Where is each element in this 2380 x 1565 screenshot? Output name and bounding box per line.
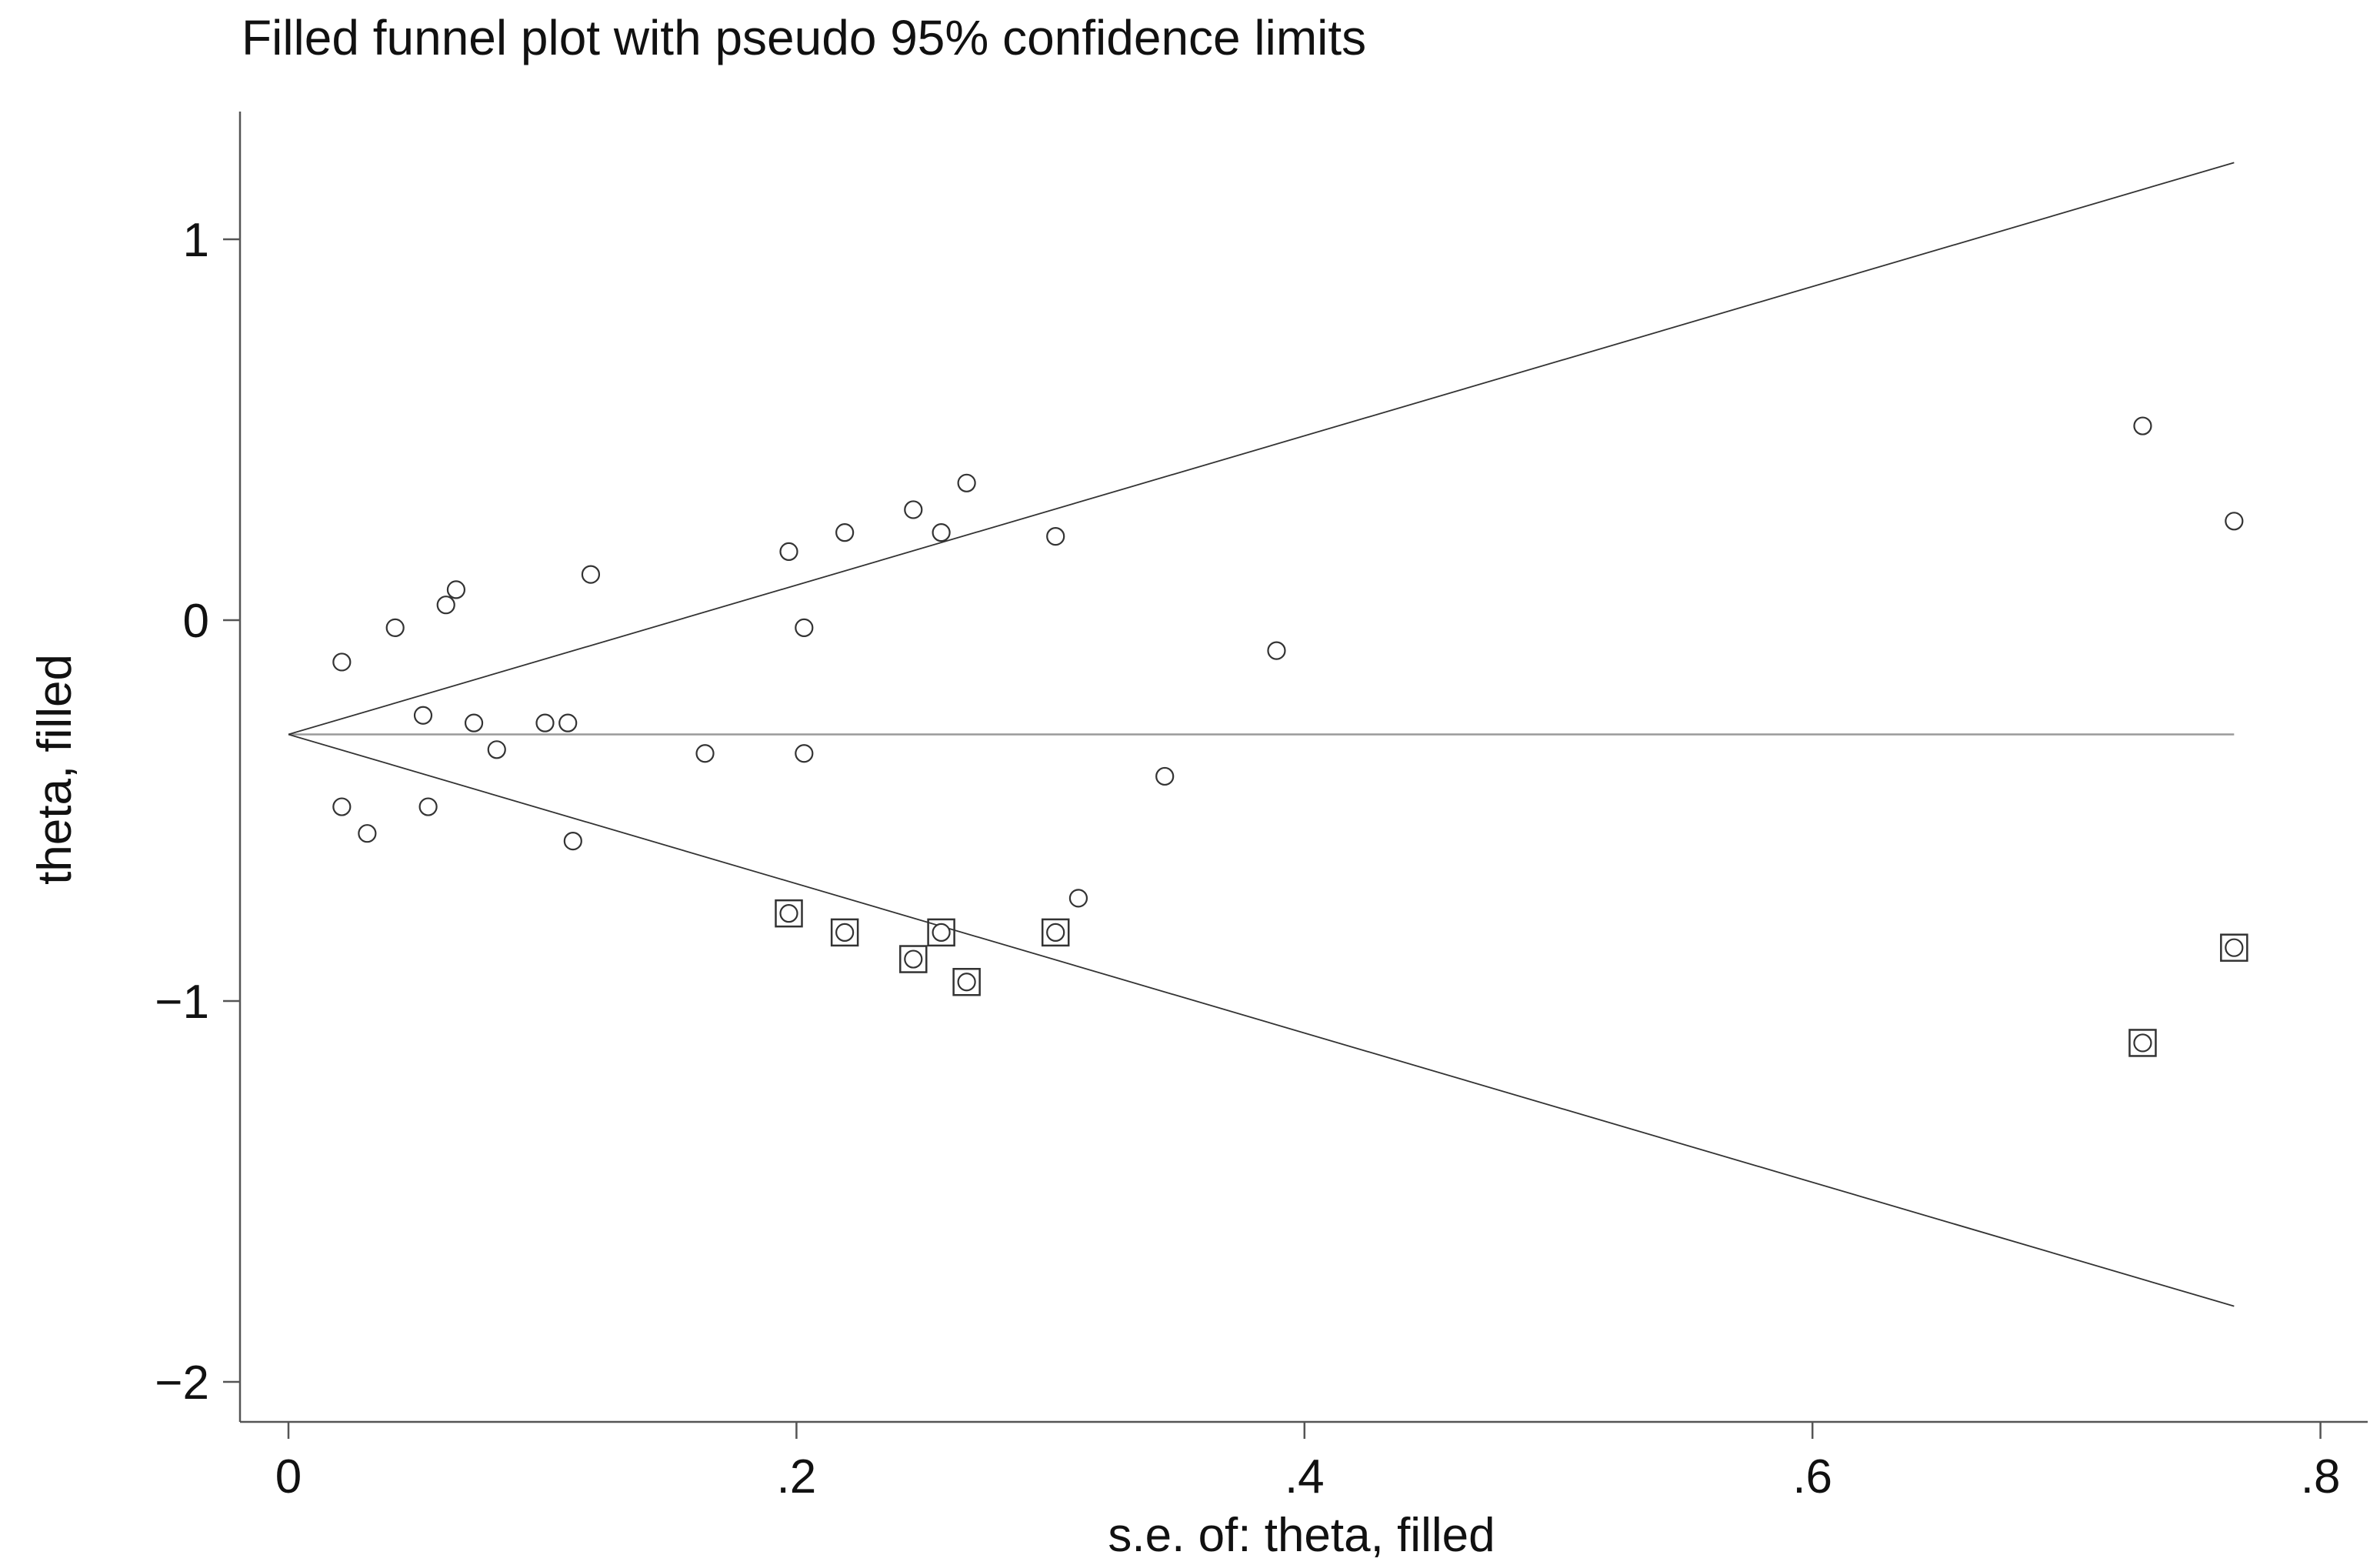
study-circle-marker [413, 706, 433, 725]
study-circle-marker [581, 565, 601, 584]
study-circle-marker [932, 523, 951, 542]
chart-title: Filled funnel plot with pseudo 95% confi… [242, 10, 1367, 65]
filled-study-square-marker [2220, 933, 2248, 962]
axis-labels: 1 0 −1 −2 0 .2 .4 .6 .8 s.e. of: theta, filled the… [28, 214, 2340, 1562]
x-tick-label: .6 [1792, 1450, 1832, 1503]
filled-study-square-marker [899, 945, 928, 973]
study-circle-marker [358, 824, 377, 843]
study-circle-marker [779, 542, 798, 562]
study-circle-marker [904, 500, 923, 519]
funnel-lines [288, 162, 2235, 1307]
filled-study-square-marker [2128, 1029, 2157, 1057]
study-circle-marker [779, 904, 798, 923]
study-circle-marker [1046, 923, 1065, 943]
study-circle-marker [1267, 641, 1286, 660]
y-tick-label: 0 [183, 595, 209, 648]
study-circle-marker [1068, 889, 1088, 908]
study-circle-marker [795, 618, 814, 638]
y-tick-label: −1 [155, 976, 209, 1029]
x-tick-label: .2 [777, 1450, 817, 1503]
study-circle-marker [957, 473, 976, 492]
study-circle-marker [795, 744, 814, 763]
study-circle-marker [535, 713, 555, 732]
x-tick-label: .8 [2301, 1450, 2341, 1503]
study-circle-marker [332, 652, 352, 672]
y-tick-label: 1 [183, 214, 209, 267]
y-tick-label: −2 [155, 1356, 209, 1410]
study-circle-marker [904, 949, 923, 969]
study-circle-marker [2225, 938, 2244, 957]
study-circle-marker [835, 923, 855, 943]
study-circle-marker [436, 596, 455, 615]
study-circle-marker [2225, 512, 2244, 531]
study-circle-marker [464, 713, 484, 732]
filled-study-square-marker [952, 968, 981, 996]
study-circle-marker [446, 580, 466, 599]
filled-study-square-marker [1041, 918, 1070, 947]
x-tick-label: 0 [275, 1450, 302, 1503]
study-circle-marker [563, 831, 582, 851]
study-circle-marker [558, 713, 578, 732]
lower-confidence-limit-line [288, 733, 2235, 1307]
study-circle-marker [1046, 526, 1065, 546]
study-circle-marker [418, 797, 438, 816]
study-circle-marker [385, 618, 405, 638]
filled-study-square-marker [775, 899, 803, 928]
study-circle-marker [695, 744, 715, 763]
study-circle-marker [2133, 1033, 2152, 1053]
upper-confidence-limit-line [288, 162, 2235, 736]
data-points [332, 416, 2248, 1057]
x-axis-title: s.e. of: theta, filled [1108, 1509, 1495, 1562]
y-axis-title: theta, filled [28, 654, 82, 885]
study-circle-marker [2133, 416, 2152, 435]
filled-study-square-marker [927, 918, 955, 947]
axes [223, 112, 2368, 1439]
filled-study-square-marker [830, 918, 859, 947]
study-circle-marker [932, 923, 951, 943]
study-circle-marker [1155, 766, 1175, 786]
study-circle-marker [957, 973, 976, 992]
study-circle-marker [487, 740, 506, 759]
x-tick-label: .4 [1285, 1450, 1325, 1503]
study-circle-marker [835, 523, 855, 542]
study-circle-marker [332, 797, 352, 816]
